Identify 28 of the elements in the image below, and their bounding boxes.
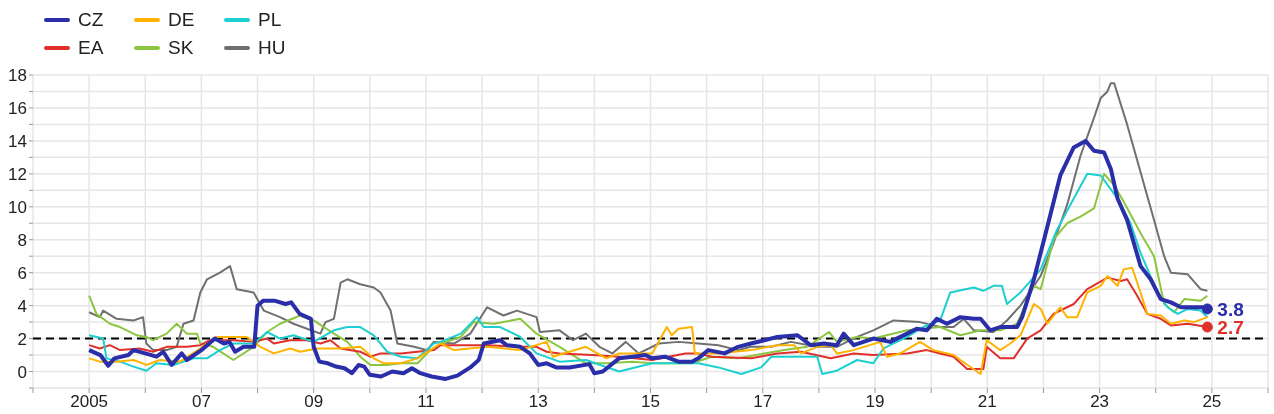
- y-tick-label: 2: [17, 329, 27, 349]
- y-tick-label: 10: [8, 197, 27, 217]
- x-tick-label: 13: [528, 392, 548, 412]
- x-tick-label: 23: [1090, 392, 1110, 412]
- legend-label: CZ: [78, 9, 104, 31]
- y-tick-label: 0: [17, 362, 27, 382]
- legend-label: HU: [258, 37, 286, 59]
- legend-label: DE: [168, 9, 195, 31]
- x-tick-label: 11: [417, 392, 435, 412]
- y-tick-label: 6: [17, 263, 27, 283]
- y-tick-label: 18: [8, 66, 27, 86]
- y-tick-label: 12: [8, 164, 27, 184]
- y-tick-label: 8: [17, 230, 27, 250]
- y-tick-label: 4: [17, 296, 27, 316]
- x-tick-label: 17: [753, 392, 773, 412]
- x-tick-label: 15: [641, 392, 660, 412]
- y-tick-label: 14: [8, 131, 27, 151]
- x-tick-label: 09: [304, 392, 324, 412]
- x-tick-label: 19: [865, 392, 885, 412]
- x-tick-label: 21: [977, 392, 997, 412]
- y-tick-label: 16: [8, 98, 27, 118]
- x-tick-label: 25: [1202, 392, 1222, 412]
- legend-label: SK: [168, 37, 194, 59]
- x-tick-label: 2005: [70, 392, 109, 412]
- line-series: [88, 82, 1209, 355]
- x-tick-label: 07: [191, 392, 211, 412]
- legend-label: EA: [78, 37, 104, 59]
- legend-label: PL: [258, 9, 282, 31]
